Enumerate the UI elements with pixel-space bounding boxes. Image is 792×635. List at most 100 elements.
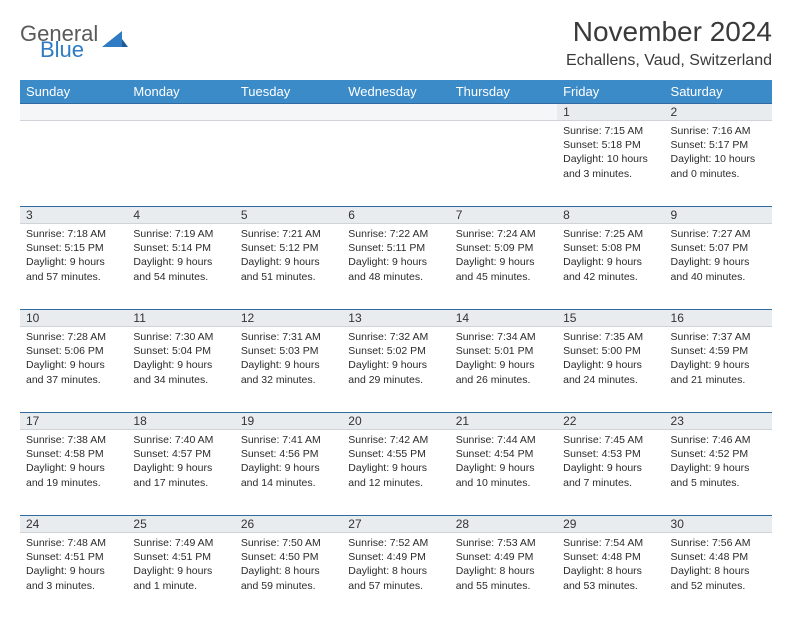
day-number: 5	[235, 207, 342, 224]
day-cell: Sunrise: 7:53 AMSunset: 4:49 PMDaylight:…	[450, 533, 557, 619]
day-cell	[127, 121, 234, 207]
day-cell: Sunrise: 7:16 AMSunset: 5:17 PMDaylight:…	[665, 121, 772, 207]
day-number: 16	[665, 310, 772, 327]
day-header: Wednesday	[342, 80, 449, 104]
day-number: 22	[557, 413, 664, 430]
day-header: Saturday	[665, 80, 772, 104]
day-cell: Sunrise: 7:18 AMSunset: 5:15 PMDaylight:…	[20, 224, 127, 310]
day-cell: Sunrise: 7:46 AMSunset: 4:52 PMDaylight:…	[665, 430, 772, 516]
day-number: 29	[557, 516, 664, 533]
day-header: Monday	[127, 80, 234, 104]
day-details: Sunrise: 7:35 AMSunset: 5:00 PMDaylight:…	[557, 327, 664, 393]
day-number: 7	[450, 207, 557, 224]
day-number: 6	[342, 207, 449, 224]
week-row: Sunrise: 7:18 AMSunset: 5:15 PMDaylight:…	[20, 224, 772, 310]
title-block: November 2024 Echallens, Vaud, Switzerla…	[566, 16, 772, 70]
day-cell: Sunrise: 7:42 AMSunset: 4:55 PMDaylight:…	[342, 430, 449, 516]
day-number: 10	[20, 310, 127, 327]
day-number-row: 24252627282930	[20, 516, 772, 533]
day-number: 23	[665, 413, 772, 430]
day-cell: Sunrise: 7:32 AMSunset: 5:02 PMDaylight:…	[342, 327, 449, 413]
day-number: 8	[557, 207, 664, 224]
day-number: 26	[235, 516, 342, 533]
day-details: Sunrise: 7:19 AMSunset: 5:14 PMDaylight:…	[127, 224, 234, 290]
logo: General Blue	[20, 16, 128, 60]
day-details: Sunrise: 7:54 AMSunset: 4:48 PMDaylight:…	[557, 533, 664, 599]
day-cell: Sunrise: 7:56 AMSunset: 4:48 PMDaylight:…	[665, 533, 772, 619]
day-number	[127, 104, 234, 121]
day-cell: Sunrise: 7:22 AMSunset: 5:11 PMDaylight:…	[342, 224, 449, 310]
day-details: Sunrise: 7:45 AMSunset: 4:53 PMDaylight:…	[557, 430, 664, 496]
location: Echallens, Vaud, Switzerland	[566, 52, 772, 70]
day-details: Sunrise: 7:40 AMSunset: 4:57 PMDaylight:…	[127, 430, 234, 496]
day-number-row: 12	[20, 104, 772, 121]
day-number: 30	[665, 516, 772, 533]
day-header: Sunday	[20, 80, 127, 104]
month-title: November 2024	[566, 16, 772, 48]
day-cell: Sunrise: 7:19 AMSunset: 5:14 PMDaylight:…	[127, 224, 234, 310]
day-cell: Sunrise: 7:24 AMSunset: 5:09 PMDaylight:…	[450, 224, 557, 310]
day-cell: Sunrise: 7:34 AMSunset: 5:01 PMDaylight:…	[450, 327, 557, 413]
day-cell: Sunrise: 7:54 AMSunset: 4:48 PMDaylight:…	[557, 533, 664, 619]
day-details: Sunrise: 7:15 AMSunset: 5:18 PMDaylight:…	[557, 121, 664, 187]
day-number: 20	[342, 413, 449, 430]
day-number: 11	[127, 310, 234, 327]
day-cell: Sunrise: 7:28 AMSunset: 5:06 PMDaylight:…	[20, 327, 127, 413]
day-details: Sunrise: 7:44 AMSunset: 4:54 PMDaylight:…	[450, 430, 557, 496]
day-number: 9	[665, 207, 772, 224]
day-cell: Sunrise: 7:45 AMSunset: 4:53 PMDaylight:…	[557, 430, 664, 516]
day-cell: Sunrise: 7:35 AMSunset: 5:00 PMDaylight:…	[557, 327, 664, 413]
day-number	[235, 104, 342, 121]
day-cell: Sunrise: 7:37 AMSunset: 4:59 PMDaylight:…	[665, 327, 772, 413]
day-number: 24	[20, 516, 127, 533]
day-number	[20, 104, 127, 121]
day-details: Sunrise: 7:30 AMSunset: 5:04 PMDaylight:…	[127, 327, 234, 393]
day-cell: Sunrise: 7:30 AMSunset: 5:04 PMDaylight:…	[127, 327, 234, 413]
day-number: 25	[127, 516, 234, 533]
day-number: 21	[450, 413, 557, 430]
day-cell: Sunrise: 7:21 AMSunset: 5:12 PMDaylight:…	[235, 224, 342, 310]
logo-word2: Blue	[40, 40, 98, 60]
day-number: 13	[342, 310, 449, 327]
day-cell: Sunrise: 7:41 AMSunset: 4:56 PMDaylight:…	[235, 430, 342, 516]
day-cell	[450, 121, 557, 207]
week-row: Sunrise: 7:38 AMSunset: 4:58 PMDaylight:…	[20, 430, 772, 516]
day-header: Friday	[557, 80, 664, 104]
day-cell: Sunrise: 7:15 AMSunset: 5:18 PMDaylight:…	[557, 121, 664, 207]
day-cell: Sunrise: 7:31 AMSunset: 5:03 PMDaylight:…	[235, 327, 342, 413]
day-cell: Sunrise: 7:49 AMSunset: 4:51 PMDaylight:…	[127, 533, 234, 619]
week-row: Sunrise: 7:15 AMSunset: 5:18 PMDaylight:…	[20, 121, 772, 207]
day-details: Sunrise: 7:31 AMSunset: 5:03 PMDaylight:…	[235, 327, 342, 393]
day-cell: Sunrise: 7:50 AMSunset: 4:50 PMDaylight:…	[235, 533, 342, 619]
day-number-row: 17181920212223	[20, 413, 772, 430]
day-details: Sunrise: 7:25 AMSunset: 5:08 PMDaylight:…	[557, 224, 664, 290]
day-cell: Sunrise: 7:48 AMSunset: 4:51 PMDaylight:…	[20, 533, 127, 619]
day-details: Sunrise: 7:52 AMSunset: 4:49 PMDaylight:…	[342, 533, 449, 599]
day-details: Sunrise: 7:16 AMSunset: 5:17 PMDaylight:…	[665, 121, 772, 187]
day-cell: Sunrise: 7:44 AMSunset: 4:54 PMDaylight:…	[450, 430, 557, 516]
day-cell	[20, 121, 127, 207]
day-details: Sunrise: 7:46 AMSunset: 4:52 PMDaylight:…	[665, 430, 772, 496]
day-number: 3	[20, 207, 127, 224]
day-number: 2	[665, 104, 772, 121]
day-details: Sunrise: 7:24 AMSunset: 5:09 PMDaylight:…	[450, 224, 557, 290]
day-details: Sunrise: 7:18 AMSunset: 5:15 PMDaylight:…	[20, 224, 127, 290]
calendar-table: SundayMondayTuesdayWednesdayThursdayFrid…	[20, 80, 772, 619]
day-number: 19	[235, 413, 342, 430]
day-details: Sunrise: 7:56 AMSunset: 4:48 PMDaylight:…	[665, 533, 772, 599]
calendar-page: General Blue November 2024 Echallens, Va…	[0, 0, 792, 635]
day-cell: Sunrise: 7:25 AMSunset: 5:08 PMDaylight:…	[557, 224, 664, 310]
day-number: 14	[450, 310, 557, 327]
header: General Blue November 2024 Echallens, Va…	[20, 16, 772, 70]
day-details: Sunrise: 7:37 AMSunset: 4:59 PMDaylight:…	[665, 327, 772, 393]
day-details: Sunrise: 7:34 AMSunset: 5:01 PMDaylight:…	[450, 327, 557, 393]
day-cell: Sunrise: 7:40 AMSunset: 4:57 PMDaylight:…	[127, 430, 234, 516]
calendar-body: 12Sunrise: 7:15 AMSunset: 5:18 PMDayligh…	[20, 104, 772, 619]
day-details: Sunrise: 7:48 AMSunset: 4:51 PMDaylight:…	[20, 533, 127, 599]
day-number: 12	[235, 310, 342, 327]
day-number: 17	[20, 413, 127, 430]
day-number: 1	[557, 104, 664, 121]
day-details: Sunrise: 7:28 AMSunset: 5:06 PMDaylight:…	[20, 327, 127, 393]
day-number: 27	[342, 516, 449, 533]
day-details: Sunrise: 7:53 AMSunset: 4:49 PMDaylight:…	[450, 533, 557, 599]
